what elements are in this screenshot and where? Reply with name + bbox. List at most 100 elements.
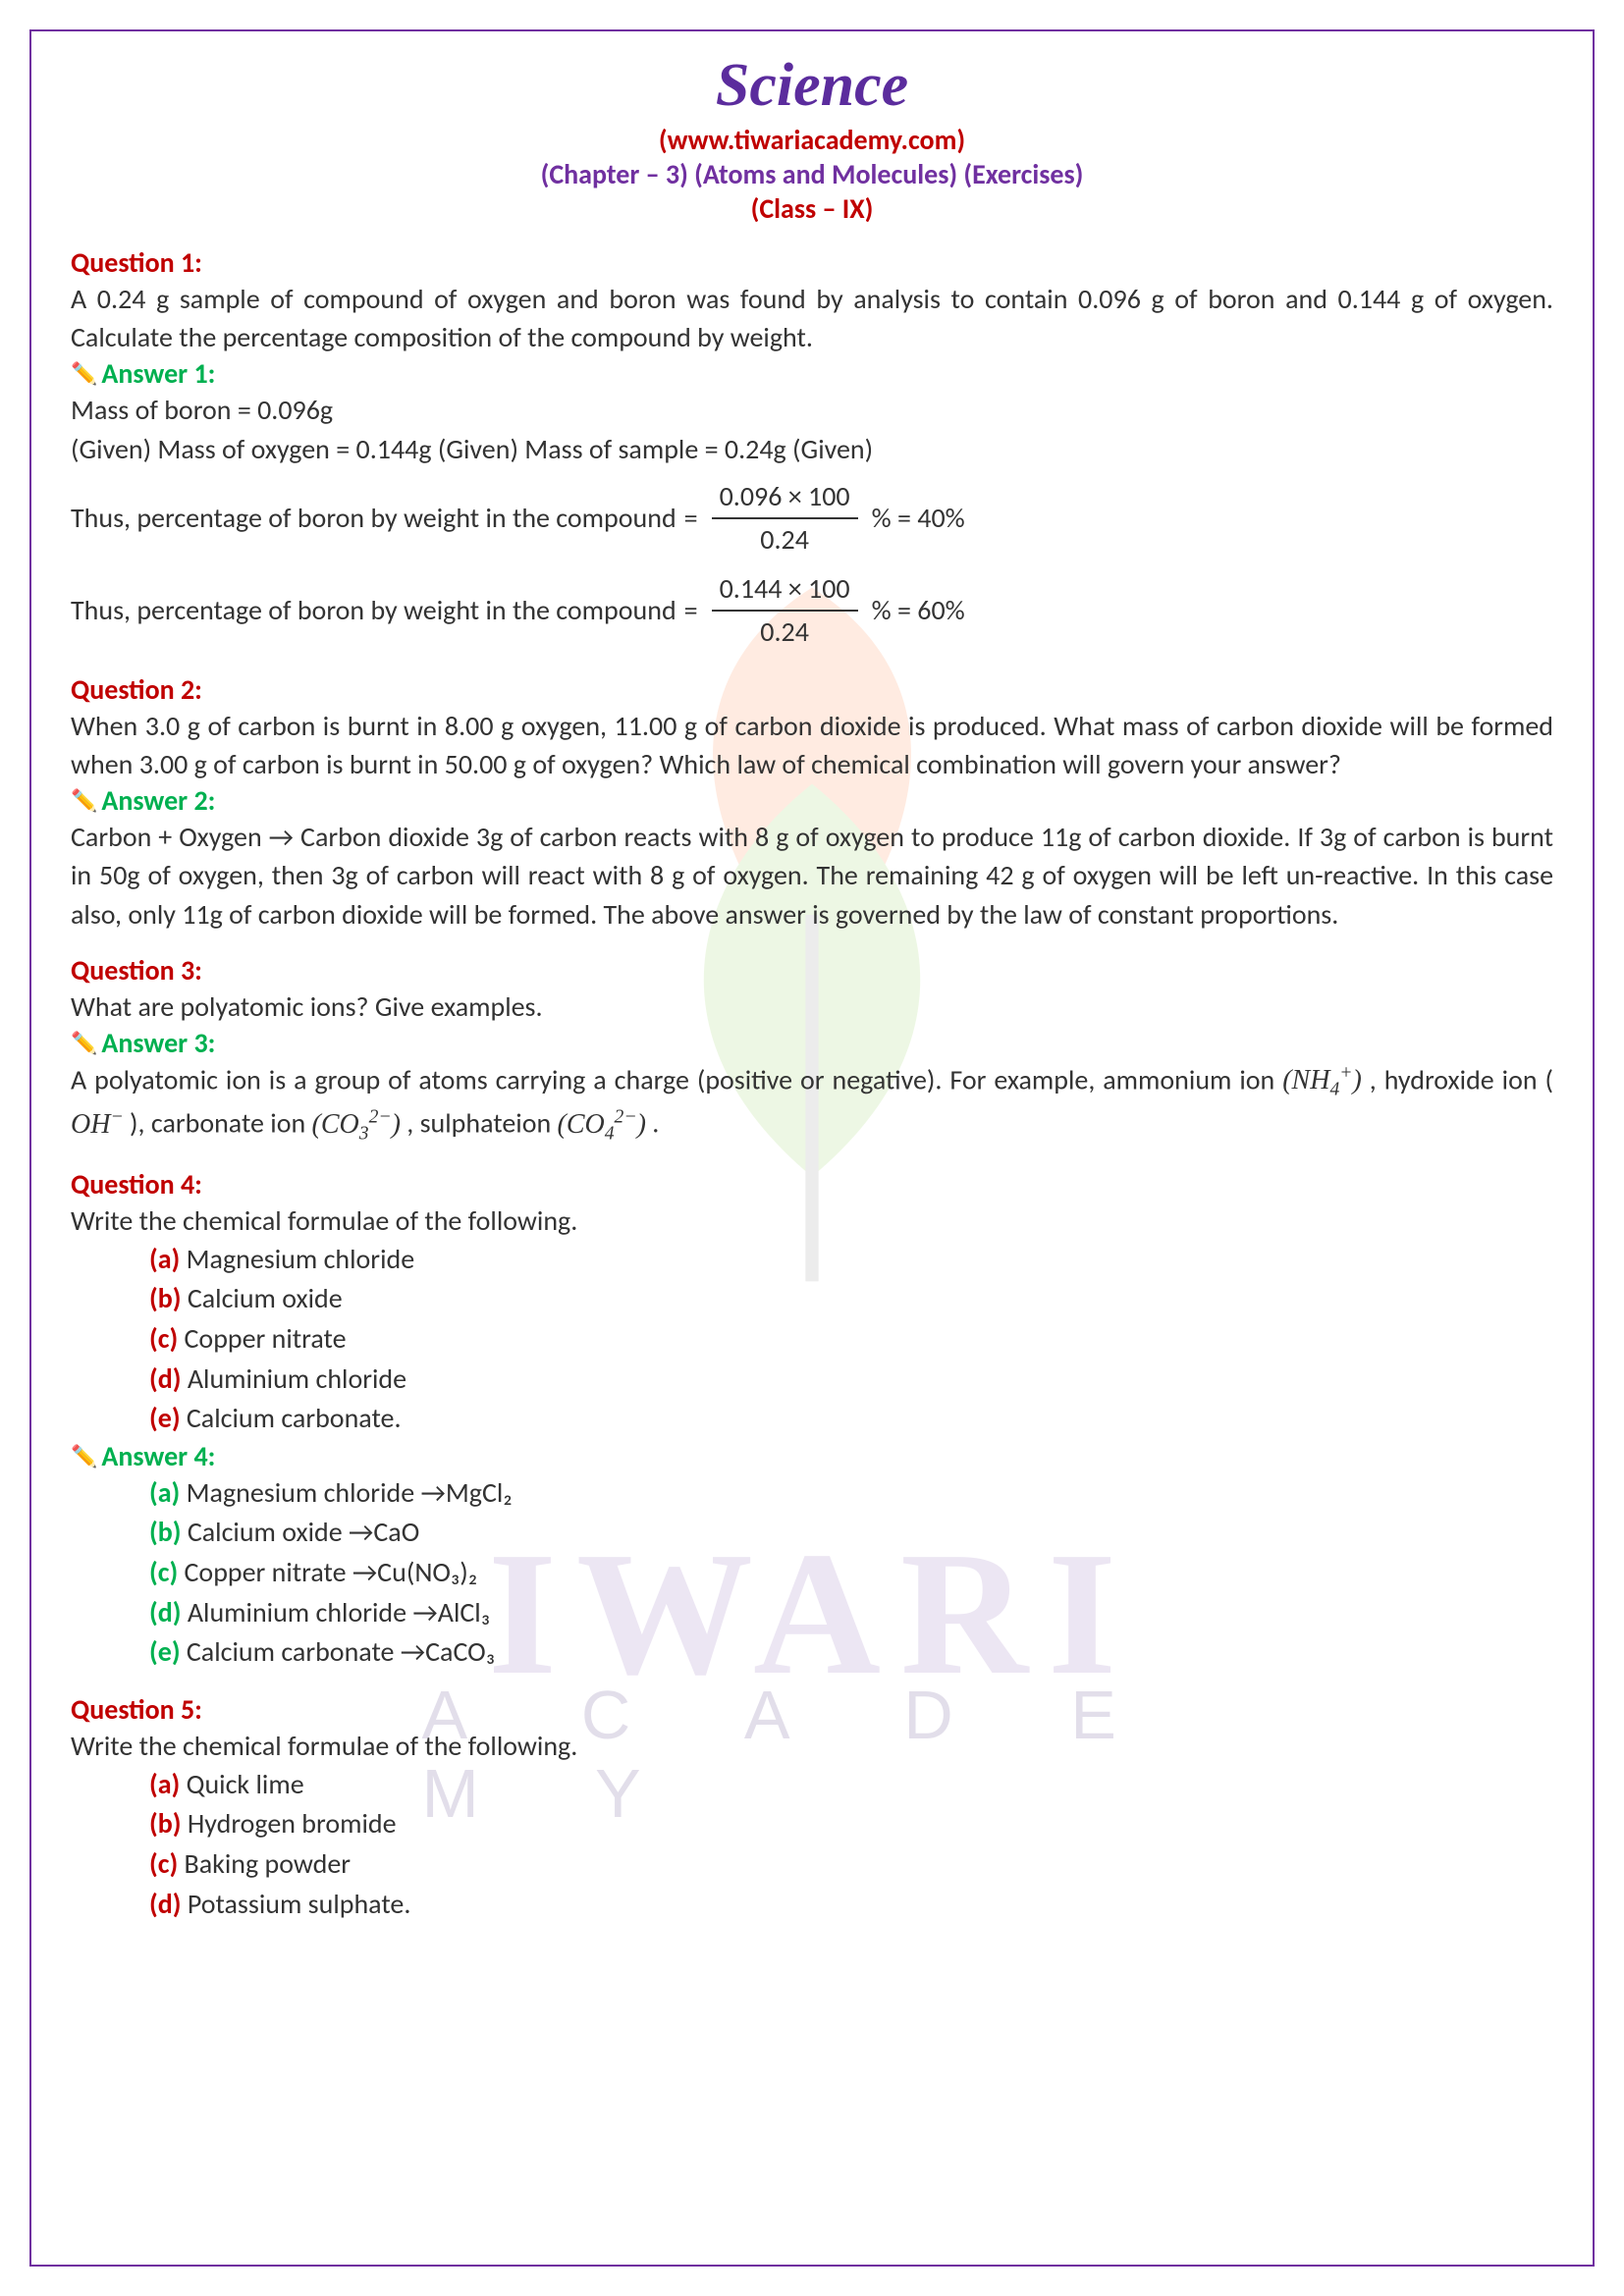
page-frame: IWARI A C A D E M Y Science (www.tiwaria… bbox=[29, 29, 1595, 2267]
q3-mid1: , hydroxide ion ( bbox=[1370, 1062, 1553, 1096]
q1-calc1: Thus, percentage of boron by weight in t… bbox=[71, 476, 1553, 561]
fraction: 0.144 × 100 0.24 bbox=[712, 568, 858, 653]
q2-label: Question 2: bbox=[71, 672, 1553, 707]
list-item-value: Copper nitrate →Cu(NO₃)₂ bbox=[185, 1555, 478, 1589]
list-item-key: (e) bbox=[149, 1401, 187, 1435]
list-item-value: Calcium oxide →CaO bbox=[188, 1515, 419, 1549]
ammonium-ion: (NH4+) bbox=[1282, 1065, 1362, 1095]
q2-ans-text: Carbon + Oxygen → Carbon dioxide 3g of c… bbox=[71, 818, 1553, 934]
q3-end: . bbox=[652, 1106, 659, 1141]
q4-ans-label-text: Answer 4: bbox=[101, 1439, 215, 1473]
numerator: 0.144 × 100 bbox=[712, 568, 858, 612]
sulphate-ion: (CO42−) bbox=[558, 1109, 646, 1140]
list-item-value: Copper nitrate bbox=[185, 1321, 347, 1356]
q5-items: (a) Quick lime(b) Hydrogen bromide(c) Ba… bbox=[71, 1765, 1553, 1924]
q3-ans-text: A polyatomic ion is a group of atoms car… bbox=[71, 1060, 1553, 1148]
list-item-key: (a) bbox=[149, 1767, 187, 1801]
list-item: (b) Calcium oxide bbox=[71, 1279, 1553, 1319]
q3-mid3: , sulphateion bbox=[406, 1106, 557, 1141]
q1-label: Question 1: bbox=[71, 245, 1553, 280]
list-item-key: (a) bbox=[149, 1242, 187, 1276]
q4-ans-items: (a) Magnesium chloride →MgCl₂(b) Calcium… bbox=[71, 1473, 1553, 1673]
list-item-value: Baking powder bbox=[185, 1846, 352, 1881]
pencil-icon: ✏️ bbox=[71, 1030, 97, 1056]
denominator: 0.24 bbox=[752, 612, 817, 653]
list-item: (e) Calcium carbonate. bbox=[71, 1399, 1553, 1439]
list-item-value: Magnesium chloride bbox=[187, 1242, 415, 1276]
q3-label: Question 3: bbox=[71, 953, 1553, 988]
list-item: (d) Potassium sulphate. bbox=[71, 1885, 1553, 1925]
list-item: (a) Magnesium chloride →MgCl₂ bbox=[71, 1473, 1553, 1514]
list-item: (e) Calcium carbonate →CaCO₃ bbox=[71, 1632, 1553, 1673]
numerator: 0.096 × 100 bbox=[712, 476, 858, 519]
list-item-key: (c) bbox=[149, 1846, 185, 1881]
website-line: (www.tiwariacademy.com) bbox=[71, 123, 1553, 157]
list-item: (d) Aluminium chloride bbox=[71, 1360, 1553, 1400]
list-item-value: Calcium carbonate →CaCO₃ bbox=[187, 1634, 495, 1669]
list-item-key: (d) bbox=[149, 1887, 188, 1921]
class-line: (Class – IX) bbox=[71, 191, 1553, 226]
denominator: 0.24 bbox=[752, 519, 817, 561]
q1-calc2: Thus, percentage of boron by weight in t… bbox=[71, 568, 1553, 653]
q4-items: (a) Magnesium chloride(b) Calcium oxide(… bbox=[71, 1240, 1553, 1439]
list-item: (c) Baking powder bbox=[71, 1844, 1553, 1885]
list-item-value: Calcium oxide bbox=[188, 1281, 343, 1315]
equals-sign: = bbox=[684, 498, 698, 539]
list-item: (c) Copper nitrate →Cu(NO₃)₂ bbox=[71, 1553, 1553, 1593]
q3-answer-label: ✏️ Answer 3: bbox=[71, 1026, 1553, 1060]
list-item: (c) Copper nitrate bbox=[71, 1319, 1553, 1360]
list-item-value: Hydrogen bromide bbox=[188, 1806, 397, 1841]
list-item: (a) Quick lime bbox=[71, 1765, 1553, 1805]
list-item-key: (b) bbox=[149, 1806, 188, 1841]
q1-text: A 0.24 g sample of compound of oxygen an… bbox=[71, 280, 1553, 356]
list-item-key: (c) bbox=[149, 1321, 185, 1356]
list-item-key: (d) bbox=[149, 1362, 188, 1396]
list-item-value: Magnesium chloride →MgCl₂ bbox=[187, 1475, 513, 1510]
q1-calc1-post: % = 40% bbox=[872, 498, 965, 539]
list-item: (b) Calcium oxide →CaO bbox=[71, 1513, 1553, 1553]
list-item: (a) Magnesium chloride bbox=[71, 1240, 1553, 1280]
pencil-icon: ✏️ bbox=[71, 1443, 97, 1469]
q2-text: When 3.0 g of carbon is burnt in 8.00 g … bbox=[71, 707, 1553, 783]
q1-calc2-pre: Thus, percentage of boron by weight in t… bbox=[71, 590, 677, 631]
list-item-key: (b) bbox=[149, 1281, 188, 1315]
q3-pre: A polyatomic ion is a group of atoms car… bbox=[71, 1062, 1274, 1096]
q4-text: Write the chemical formulae of the follo… bbox=[71, 1201, 1553, 1240]
chapter-line: (Chapter – 3) (Atoms and Molecules) (Exe… bbox=[71, 157, 1553, 191]
page-title: Science bbox=[71, 51, 1553, 121]
pencil-icon: ✏️ bbox=[71, 360, 97, 387]
list-item-key: (b) bbox=[149, 1515, 188, 1549]
q1-calc2-post: % = 60% bbox=[872, 590, 965, 631]
list-item-value: Aluminium chloride bbox=[188, 1362, 406, 1396]
q4-label: Question 4: bbox=[71, 1167, 1553, 1201]
q1-ans-label-text: Answer 1: bbox=[101, 356, 215, 391]
q1-calc1-pre: Thus, percentage of boron by weight in t… bbox=[71, 498, 677, 539]
content-wrapper: Science (www.tiwariacademy.com) (Chapter… bbox=[71, 51, 1553, 1924]
list-item-value: Potassium sulphate. bbox=[188, 1887, 411, 1921]
q2-ans-label-text: Answer 2: bbox=[101, 783, 215, 818]
carbonate-ion: (CO32−) bbox=[312, 1109, 401, 1140]
q1-answer-label: ✏️ Answer 1: bbox=[71, 356, 1553, 391]
q5-text: Write the chemical formulae of the follo… bbox=[71, 1727, 1553, 1765]
q2-answer-label: ✏️ Answer 2: bbox=[71, 783, 1553, 818]
q3-ans-label-text: Answer 3: bbox=[101, 1026, 215, 1060]
list-item-key: (a) bbox=[149, 1475, 187, 1510]
list-item-key: (c) bbox=[149, 1555, 185, 1589]
q1-line1: Mass of boron = 0.096g bbox=[71, 391, 1553, 429]
list-item-value: Calcium carbonate. bbox=[187, 1401, 402, 1435]
list-item-key: (d) bbox=[149, 1595, 188, 1629]
list-item: (b) Hydrogen bromide bbox=[71, 1804, 1553, 1844]
fraction: 0.096 × 100 0.24 bbox=[712, 476, 858, 561]
q5-label: Question 5: bbox=[71, 1692, 1553, 1727]
list-item-value: Aluminium chloride →AlCl₃ bbox=[188, 1595, 490, 1629]
list-item: (d) Aluminium chloride →AlCl₃ bbox=[71, 1593, 1553, 1633]
q3-text: What are polyatomic ions? Give examples. bbox=[71, 988, 1553, 1026]
q3-mid2: ), carbonate ion bbox=[130, 1106, 305, 1141]
equals-sign: = bbox=[684, 590, 698, 631]
q1-line2: (Given) Mass of oxygen = 0.144g (Given) … bbox=[71, 430, 1553, 468]
hydroxide-ion: OH− bbox=[71, 1109, 124, 1140]
list-item-key: (e) bbox=[149, 1634, 187, 1669]
q4-answer-label: ✏️ Answer 4: bbox=[71, 1439, 1553, 1473]
pencil-icon: ✏️ bbox=[71, 787, 97, 814]
list-item-value: Quick lime bbox=[187, 1767, 304, 1801]
